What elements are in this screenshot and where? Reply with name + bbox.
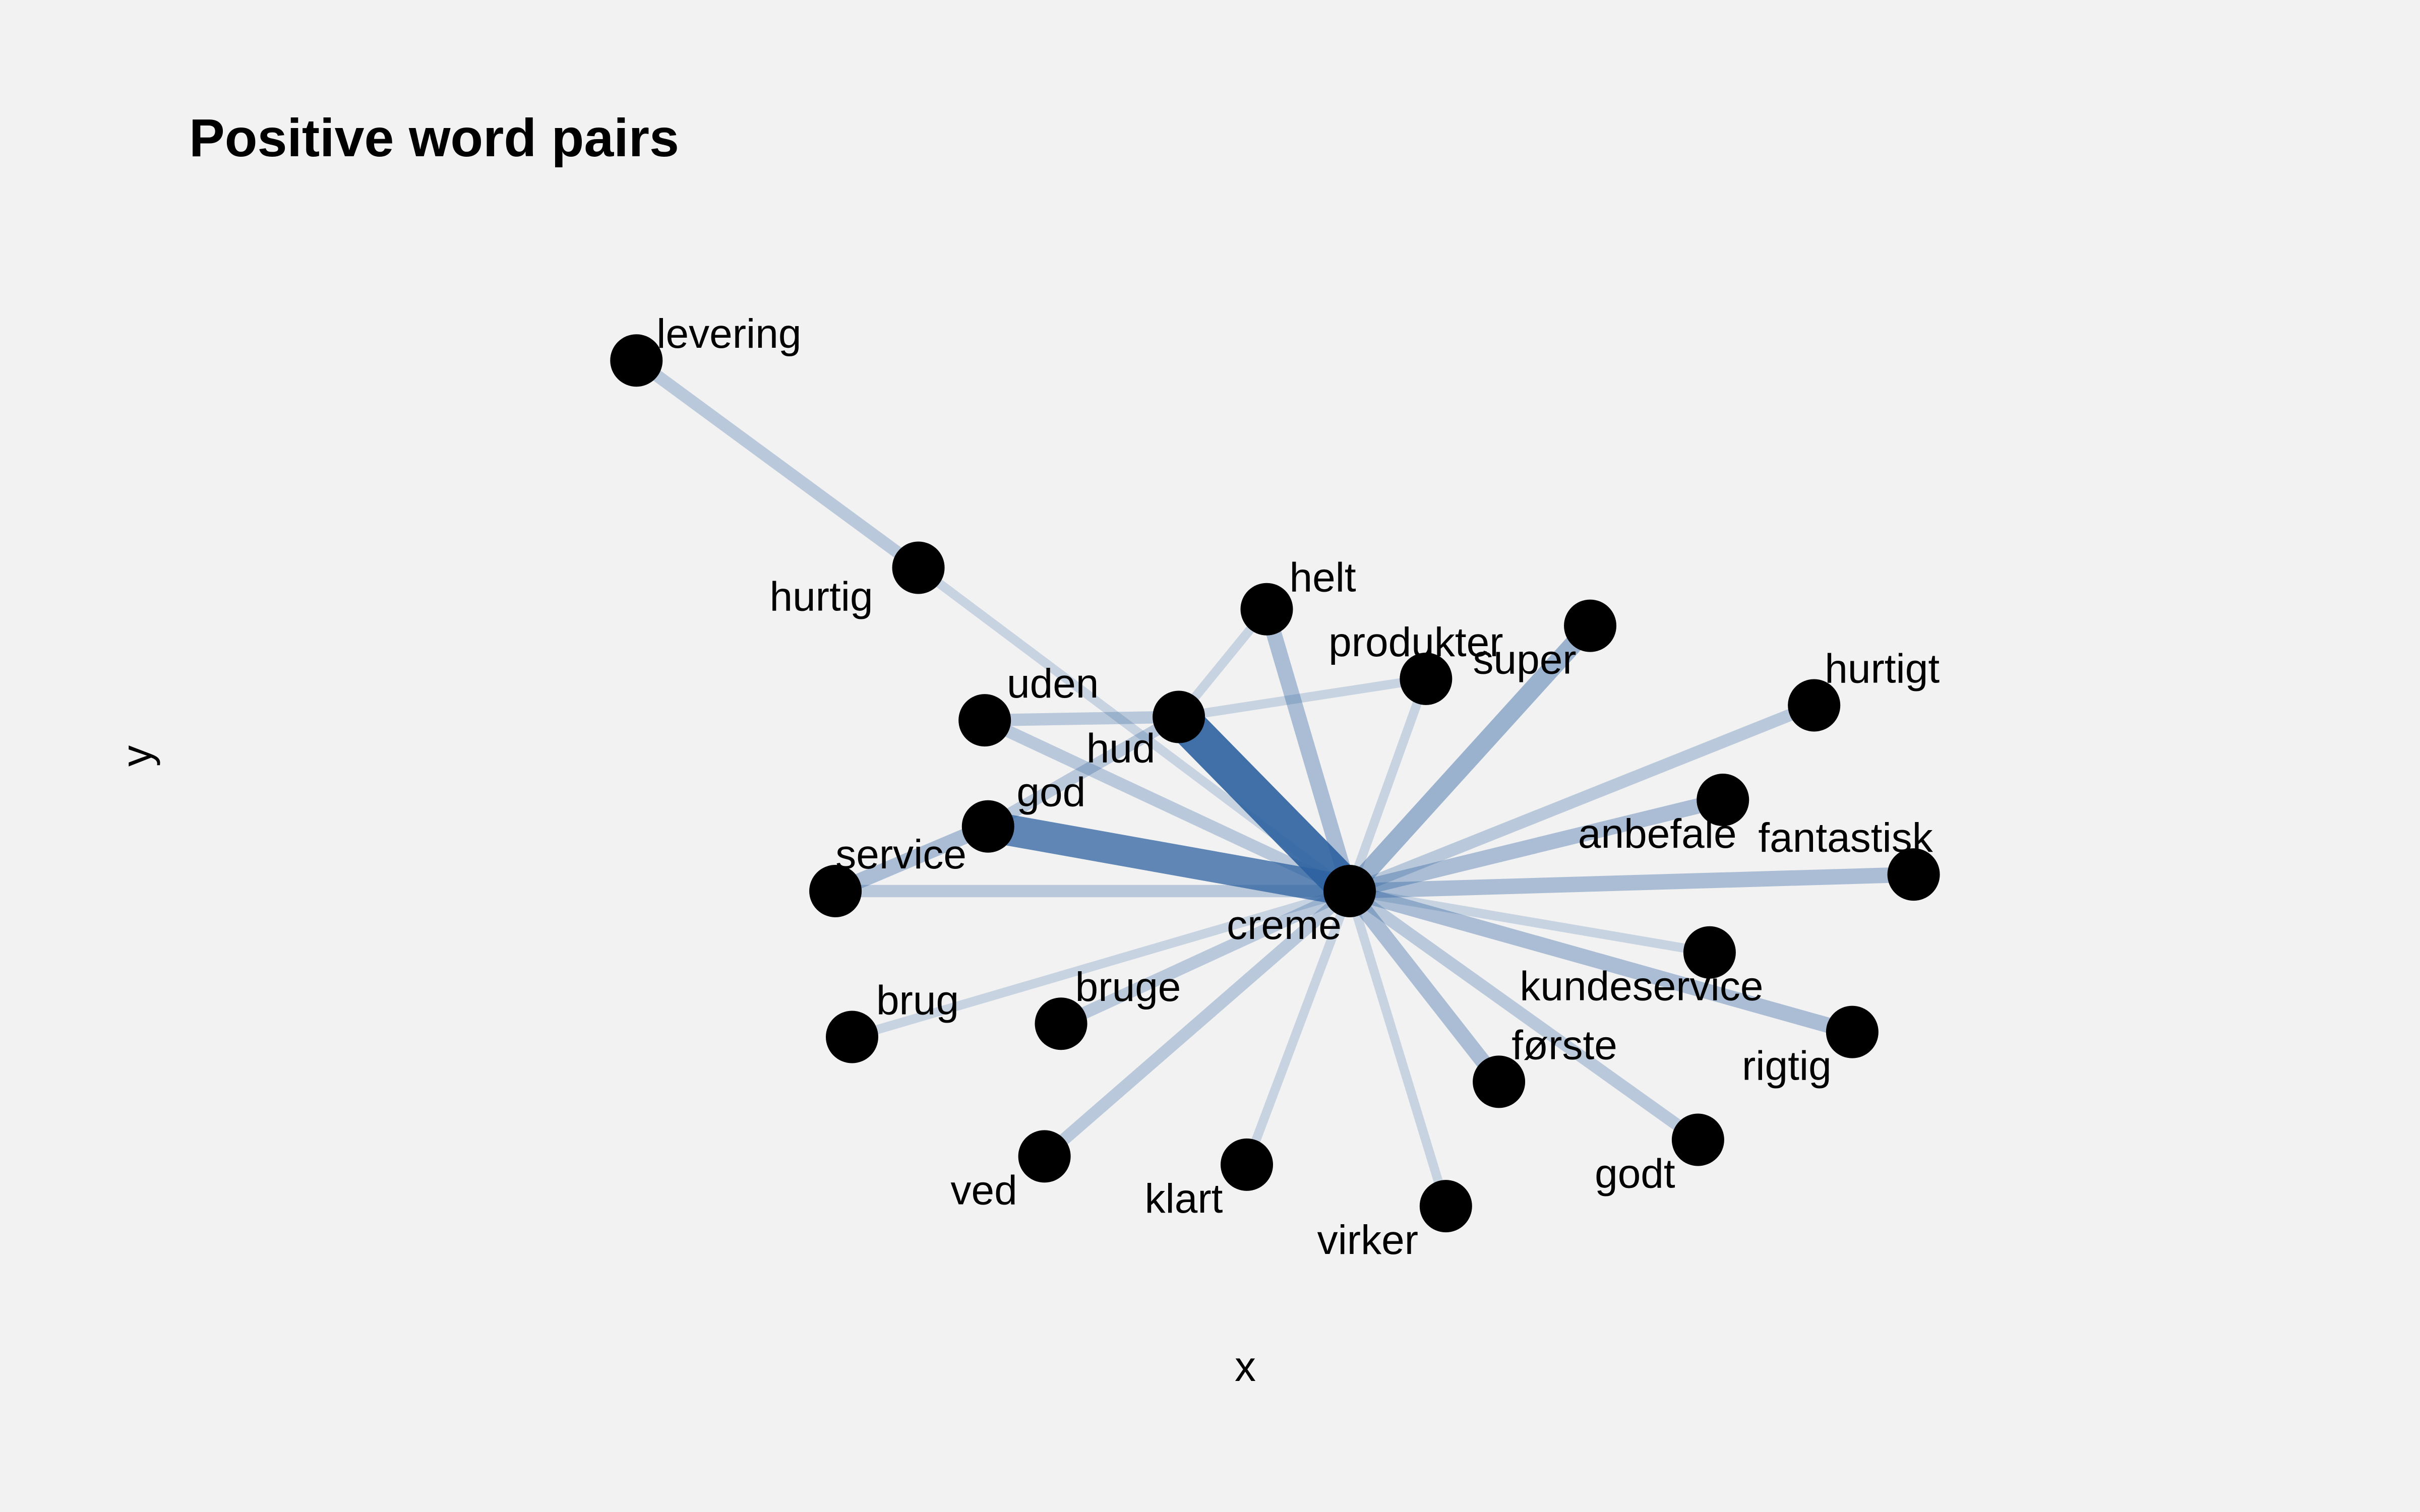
node-uden	[958, 694, 1011, 747]
node-ved	[1018, 1130, 1071, 1183]
edge-creme-helt	[1259, 607, 1357, 894]
edge-creme-brug	[851, 887, 1351, 1042]
edge-creme-god	[985, 811, 1353, 907]
node-label-bruge: bruge	[1075, 964, 1181, 1010]
node-label-super: super	[1473, 637, 1576, 683]
node-forste	[1473, 1055, 1526, 1108]
node-hurtigt	[1788, 679, 1841, 732]
node-label-helt: helt	[1290, 555, 1356, 601]
edge-creme-hurtigt	[1347, 700, 1817, 897]
node-label-hud: hud	[1086, 726, 1156, 772]
node-label-produkter: produkter	[1328, 619, 1503, 665]
node-service	[809, 865, 862, 917]
node-label-rigtig: rigtig	[1742, 1043, 1832, 1089]
edge-god-hud	[985, 711, 1182, 832]
edge-hud-produkter	[1178, 674, 1427, 722]
edge-creme-forste	[1343, 886, 1505, 1087]
edge-creme-kundeservice	[1349, 887, 1711, 957]
node-rigtig	[1826, 1005, 1879, 1058]
edge-creme-rigtig	[1347, 884, 1855, 1040]
edge-creme-bruge	[1058, 885, 1353, 1030]
node-virker	[1419, 1180, 1472, 1233]
node-helt	[1240, 583, 1293, 636]
chart-title: Positive word pairs	[189, 108, 679, 168]
node-label-service: service	[835, 832, 966, 877]
edge-creme-anbefale	[1348, 792, 1725, 899]
edges-layer	[633, 355, 1914, 1208]
node-label-uden: uden	[1007, 661, 1099, 707]
edge-creme-godt	[1346, 886, 1702, 1145]
edge-creme-klart	[1242, 889, 1354, 1167]
node-super	[1564, 599, 1617, 652]
node-label-kundeservice: kundeservice	[1520, 964, 1763, 1010]
edge-uden-hud	[984, 711, 1179, 727]
node-label-forste: første	[1511, 1022, 1617, 1068]
x-axis-label: x	[1235, 1343, 1256, 1390]
edge-creme-uden	[982, 715, 1353, 897]
node-label-hurtigt: hurtigt	[1825, 646, 1940, 692]
edge-creme-fantastisk	[1349, 866, 1914, 899]
node-anbefale	[1697, 774, 1749, 827]
node-label-hurtig: hurtig	[769, 574, 873, 619]
node-brug	[826, 1011, 878, 1063]
node-label-virker: virker	[1317, 1217, 1418, 1263]
node-label-levering: levering	[656, 311, 801, 357]
node-label-brug: brug	[876, 978, 959, 1024]
node-label-god: god	[1016, 770, 1085, 815]
node-kundeservice	[1683, 926, 1736, 979]
node-godt	[1671, 1113, 1724, 1166]
node-god	[961, 800, 1014, 853]
edge-levering-hurtig	[633, 355, 922, 573]
y-axis-label: y	[113, 745, 160, 767]
node-hurtig	[892, 541, 945, 594]
node-label-godt: godt	[1595, 1151, 1675, 1197]
nodes-layer	[610, 334, 1940, 1233]
node-label-creme: creme	[1227, 902, 1342, 948]
edge-creme-ved	[1040, 886, 1354, 1161]
edge-creme-hud	[1165, 704, 1363, 904]
node-label-anbefale: anbefale	[1578, 811, 1737, 857]
node-klart	[1221, 1138, 1274, 1191]
node-label-ved: ved	[951, 1167, 1017, 1213]
node-fantastisk	[1887, 848, 1940, 901]
edge-creme-produkter	[1345, 677, 1430, 893]
node-produkter	[1400, 652, 1453, 705]
node-label-fantastisk: fantastisk	[1758, 815, 1933, 861]
node-bruge	[1035, 997, 1087, 1050]
edge-creme-virker	[1345, 890, 1450, 1208]
node-levering	[610, 334, 663, 387]
edge-god-service	[832, 819, 991, 899]
node-hud	[1153, 690, 1205, 743]
node-creme	[1323, 865, 1376, 917]
node-label-klart: klart	[1145, 1176, 1223, 1222]
edge-creme-super	[1343, 619, 1597, 898]
